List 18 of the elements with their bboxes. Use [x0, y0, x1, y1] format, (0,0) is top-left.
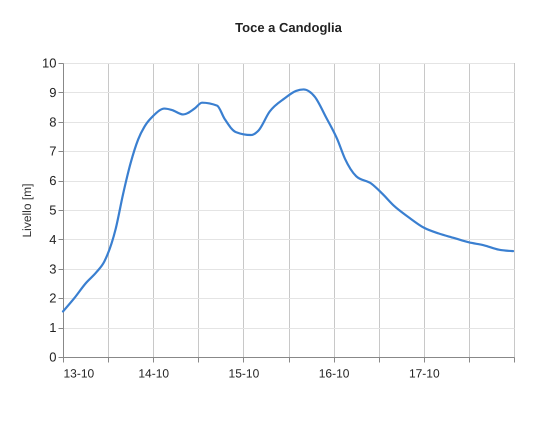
x-tick-label: 16-10	[318, 366, 350, 380]
x-tick-label: 14-10	[138, 366, 170, 380]
y-tick-label: 5	[49, 202, 56, 218]
chart-title: Toce a Candoglia	[235, 20, 343, 35]
x-tick-label: 17-10	[408, 366, 440, 380]
y-tick-label: 9	[49, 84, 56, 100]
y-axis-title: Livello [m]	[20, 183, 34, 238]
y-tick-label: 3	[49, 261, 56, 276]
x-tick-label: 13-10	[64, 366, 95, 380]
y-tick-label: 0	[49, 350, 56, 364]
x-tick-label: 15-10	[228, 366, 260, 380]
y-tick-label: 1	[49, 320, 56, 336]
y-tick-label: 10	[42, 56, 56, 70]
y-tick-label: 6	[49, 173, 56, 188]
y-tick-label: 7	[49, 144, 56, 159]
y-tick-label: 2	[49, 290, 56, 306]
y-tick-label: 4	[49, 232, 56, 247]
y-tick-label: 8	[49, 114, 56, 130]
